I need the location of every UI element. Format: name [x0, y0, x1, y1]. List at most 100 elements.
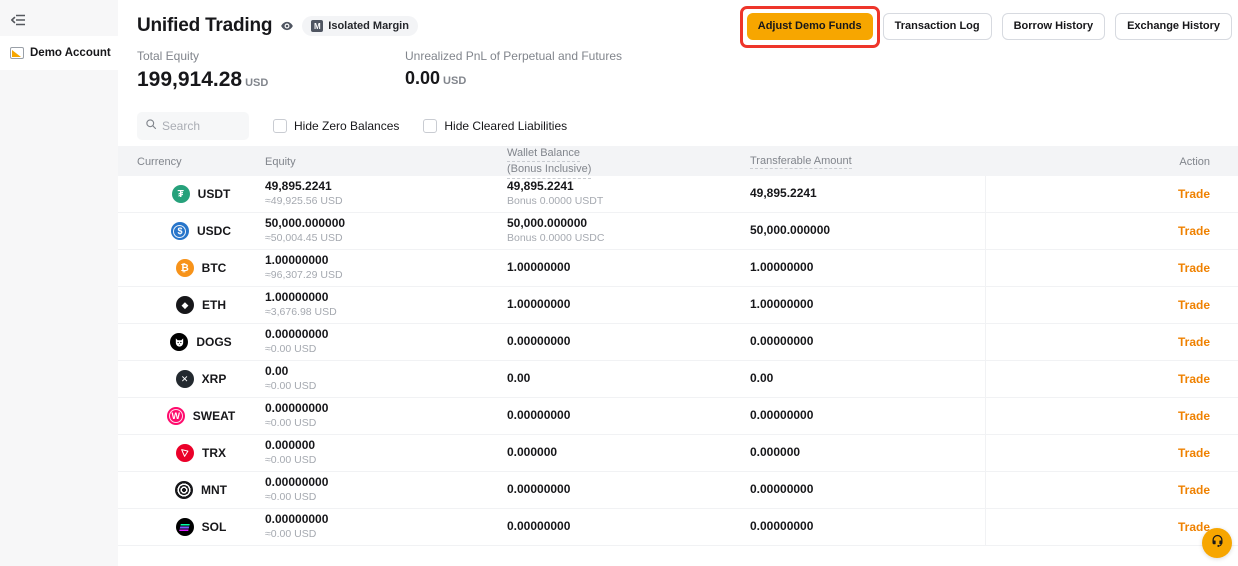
support-button[interactable] [1202, 528, 1232, 558]
transferable-cell: 0.00000000 [750, 408, 814, 423]
hide-cleared-liabilities-checkbox[interactable]: Hide Cleared Liabilities [423, 119, 567, 133]
sidebar-item-demo-account[interactable]: Demo Account [0, 36, 118, 70]
adjust-demo-funds-button[interactable]: Adjust Demo Funds [746, 12, 873, 40]
equity-cell: 0.00000000 ≈0.00 USD [265, 475, 329, 503]
equity-cell: 0.00000000 ≈0.00 USD [265, 327, 329, 355]
borrow-history-button[interactable]: Borrow History [1001, 12, 1106, 40]
checkbox-icon[interactable] [273, 119, 287, 133]
currency-symbol: ETH [202, 298, 226, 312]
total-equity-currency: USD [245, 77, 269, 89]
sol-icon [175, 518, 194, 536]
xrp-icon: ✕ [175, 370, 194, 388]
page-header: Unified Trading M Isolated Margin Adjust… [118, 0, 1238, 48]
search-input[interactable] [162, 119, 242, 133]
action-cell: Trade [985, 250, 1210, 286]
equity-cell: 0.00000000 ≈0.00 USD [265, 401, 329, 429]
currency-cell: W SWEAT [137, 407, 265, 425]
usdc-icon: $ [170, 222, 189, 240]
mnt-icon [175, 481, 193, 499]
wallet-balance-cell: 0.00000000 [507, 482, 571, 497]
exchange-history-button[interactable]: Exchange History [1115, 12, 1232, 40]
table-header: Currency Equity Wallet Balance (Bonus In… [118, 146, 1238, 179]
coin-glyph: ◆ [181, 299, 189, 310]
coin-glyph: ₿ [180, 262, 189, 274]
currency-cell: TRX [137, 444, 265, 462]
wallet-balance-cell: 0.00 [507, 371, 531, 386]
trade-link[interactable]: Trade [1177, 483, 1210, 497]
usdt-icon: ₮ [171, 185, 190, 203]
unrealized-pnl-value: 0.00 [405, 68, 441, 88]
equity-cell: 50,000.000000 ≈50,004.45 USD [265, 216, 346, 244]
currency-cell: ₮ USDT [137, 185, 265, 203]
trade-link[interactable]: Trade [1177, 298, 1210, 312]
isolated-margin-badge[interactable]: M Isolated Margin [302, 16, 418, 36]
currency-cell: DOGS [137, 333, 265, 351]
coin-glyph: W [171, 411, 181, 421]
search-box[interactable] [137, 112, 249, 140]
balances-table: Currency Equity Wallet Balance (Bonus In… [118, 146, 1238, 546]
currency-symbol: MNT [201, 483, 227, 497]
action-cell: Trade [985, 361, 1210, 397]
col-transferable: Transferable Amount [750, 155, 852, 170]
checkbox-label: Hide Cleared Liabilities [444, 119, 568, 133]
unrealized-pnl-label: Unrealized PnL of Perpetual and Futures [405, 49, 623, 63]
table-row: W SWEAT 0.00000000 ≈0.00 USD 0.00000000 … [118, 398, 1238, 435]
collapse-sidebar-icon[interactable] [10, 12, 28, 28]
table-row: ✕ XRP 0.00 ≈0.00 USD 0.00 0.00 Trade [118, 361, 1238, 398]
table-row: ₿ BTC 1.00000000 ≈96,307.29 USD 1.000000… [118, 250, 1238, 287]
search-icon [145, 117, 157, 135]
equity-cell: 0.000000 ≈0.00 USD [265, 438, 317, 466]
total-equity-label: Total Equity [137, 49, 200, 63]
transaction-log-button[interactable]: Transaction Log [882, 12, 992, 40]
transferable-cell: 50,000.000000 [750, 223, 831, 238]
currency-cell: $ USDC [137, 222, 265, 240]
coin-glyph: ₮ [177, 188, 184, 200]
trade-link[interactable]: Trade [1177, 224, 1210, 238]
trade-link[interactable]: Trade [1177, 335, 1210, 349]
trade-link[interactable]: Trade [1177, 187, 1210, 201]
wallet-balance-cell: 0.00000000 [507, 408, 571, 423]
table-row: MNT 0.00000000 ≈0.00 USD 0.00000000 0.00… [118, 472, 1238, 509]
sidebar: Demo Account [0, 0, 118, 566]
currency-symbol: USDC [196, 224, 231, 238]
trade-link[interactable]: Trade [1177, 520, 1210, 534]
wallet-balance-cell: 1.00000000 [507, 297, 571, 312]
transferable-cell: 0.00000000 [750, 482, 814, 497]
trade-link[interactable]: Trade [1177, 446, 1210, 460]
sweat-icon: W [166, 407, 185, 425]
action-cell: Trade [985, 176, 1210, 212]
action-cell: Trade [985, 287, 1210, 323]
col-action: Action [1179, 156, 1210, 169]
sidebar-item-label: Demo Account [30, 47, 111, 59]
table-row: ₮ USDT 49,895.2241 ≈49,925.56 USD 49,895… [118, 176, 1238, 213]
table-row: ◆ ETH 1.00000000 ≈3,676.98 USD 1.0000000… [118, 287, 1238, 324]
coin-glyph: $ [177, 226, 183, 236]
equity-cell: 0.00000000 ≈0.00 USD [265, 512, 329, 540]
eye-icon[interactable] [280, 19, 294, 33]
trade-link[interactable]: Trade [1177, 261, 1210, 275]
trade-link[interactable]: Trade [1177, 409, 1210, 423]
table-controls: Hide Zero Balances Hide Cleared Liabilit… [137, 112, 1210, 140]
currency-cell: ✕ XRP [137, 370, 265, 388]
hide-zero-balances-checkbox[interactable]: Hide Zero Balances [273, 119, 399, 133]
wallet-balance-cell: 49,895.2241 Bonus 0.0000 USDT [507, 179, 604, 207]
wallet-balance-cell: 0.00000000 [507, 334, 571, 349]
equity-cell: 49,895.2241 ≈49,925.56 USD [265, 179, 343, 207]
wallet-balance-cell: 0.00000000 [507, 519, 571, 534]
trade-link[interactable]: Trade [1177, 372, 1210, 386]
transferable-cell: 1.00000000 [750, 297, 814, 312]
checkbox-icon[interactable] [423, 119, 438, 133]
table-row: $ USDC 50,000.000000 ≈50,004.45 USD 50,0… [118, 213, 1238, 250]
action-cell: Trade [985, 398, 1210, 434]
currency-symbol: DOGS [196, 335, 232, 349]
action-cell: Trade [985, 472, 1210, 508]
demo-account-icon [10, 47, 24, 59]
wallet-balance-cell: 1.00000000 [507, 260, 571, 275]
transferable-cell: 0.00 [750, 371, 774, 386]
table-row: SOL 0.00000000 ≈0.00 USD 0.00000000 0.00… [118, 509, 1238, 546]
headset-icon [1210, 533, 1225, 553]
equity-cell: 1.00000000 ≈3,676.98 USD [265, 290, 337, 318]
trx-icon [176, 444, 194, 462]
transferable-cell: 0.00000000 [750, 334, 814, 349]
currency-cell: ◆ ETH [137, 296, 265, 314]
